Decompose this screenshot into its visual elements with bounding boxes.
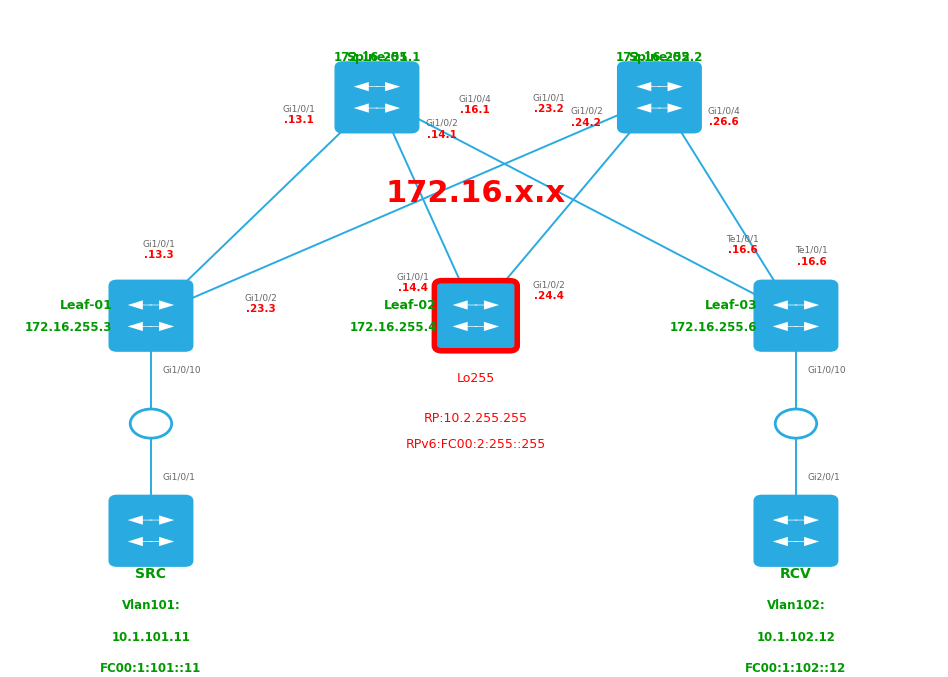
- FancyArrow shape: [128, 301, 153, 309]
- Text: .23.2: .23.2: [534, 104, 564, 114]
- Text: 172.16.255.4: 172.16.255.4: [350, 321, 437, 334]
- FancyArrow shape: [773, 322, 797, 331]
- Text: .26.6: .26.6: [709, 117, 739, 127]
- Text: 10.1.102.12: 10.1.102.12: [757, 631, 835, 644]
- Text: Gi1/0/1: Gi1/0/1: [162, 473, 195, 481]
- Text: Leaf-03: Leaf-03: [704, 299, 757, 311]
- FancyArrow shape: [658, 82, 683, 91]
- Text: Leaf-01: Leaf-01: [60, 299, 113, 311]
- Text: Leaf-02: Leaf-02: [384, 299, 437, 311]
- Text: .24.4: .24.4: [534, 291, 564, 301]
- FancyArrow shape: [128, 515, 153, 525]
- Text: 172.16.x.x: 172.16.x.x: [386, 179, 566, 208]
- Text: FC00:1:102::12: FC00:1:102::12: [745, 663, 847, 676]
- Text: Gi1/0/4: Gi1/0/4: [708, 106, 740, 115]
- Text: Spine-02: Spine-02: [629, 51, 690, 64]
- Text: Gi1/0/1: Gi1/0/1: [142, 240, 175, 248]
- FancyArrow shape: [475, 322, 499, 331]
- FancyArrow shape: [150, 301, 174, 309]
- Text: Gi1/0/4: Gi1/0/4: [458, 94, 491, 104]
- Circle shape: [775, 409, 816, 438]
- FancyArrow shape: [773, 515, 797, 525]
- FancyArrow shape: [658, 104, 683, 112]
- FancyBboxPatch shape: [618, 62, 701, 133]
- FancyArrow shape: [794, 322, 819, 331]
- Text: Vlan102:: Vlan102:: [767, 599, 826, 612]
- Text: .16.6: .16.6: [796, 257, 827, 267]
- Text: Spine-01: Spine-01: [346, 51, 408, 64]
- FancyArrow shape: [794, 537, 819, 546]
- Circle shape: [130, 409, 172, 438]
- Text: Te1/0/1: Te1/0/1: [726, 234, 759, 243]
- Text: 10.1.101.11: 10.1.101.11: [112, 631, 191, 644]
- FancyArrow shape: [452, 301, 477, 309]
- Text: .14.1: .14.1: [427, 129, 457, 139]
- Text: Te1/0/1: Te1/0/1: [795, 246, 828, 255]
- Text: .16.6: .16.6: [728, 245, 757, 255]
- Text: 172.16.255.3: 172.16.255.3: [25, 321, 113, 334]
- Text: Gi1/0/10: Gi1/0/10: [162, 365, 201, 374]
- FancyArrow shape: [354, 82, 378, 91]
- Text: Vlan101:: Vlan101:: [121, 599, 180, 612]
- Text: .13.1: .13.1: [283, 115, 314, 125]
- Text: .13.3: .13.3: [144, 250, 173, 261]
- FancyBboxPatch shape: [755, 281, 837, 351]
- Text: Gi2/0/1: Gi2/0/1: [808, 473, 840, 481]
- FancyArrow shape: [128, 537, 153, 546]
- Text: Gi1/0/2: Gi1/0/2: [245, 294, 278, 303]
- Text: .16.1: .16.1: [460, 105, 489, 115]
- Text: Gi1/0/1: Gi1/0/1: [283, 104, 315, 113]
- Text: RCV: RCV: [780, 567, 811, 581]
- Text: RPv6:FC00:2:255::255: RPv6:FC00:2:255::255: [406, 438, 546, 452]
- FancyArrow shape: [636, 82, 661, 91]
- FancyArrow shape: [794, 301, 819, 309]
- FancyArrow shape: [636, 104, 661, 112]
- Text: Gi1/0/10: Gi1/0/10: [808, 365, 846, 374]
- Text: SRC: SRC: [136, 567, 167, 581]
- Text: 172.16.255.1: 172.16.255.1: [334, 37, 421, 64]
- FancyBboxPatch shape: [110, 281, 192, 351]
- Text: Gi1/0/1: Gi1/0/1: [396, 272, 429, 282]
- FancyBboxPatch shape: [336, 62, 418, 133]
- FancyBboxPatch shape: [434, 281, 518, 351]
- FancyArrow shape: [150, 515, 174, 525]
- FancyArrow shape: [128, 322, 153, 331]
- Text: Gi1/0/1: Gi1/0/1: [533, 93, 566, 102]
- FancyArrow shape: [375, 104, 400, 112]
- Text: FC00:1:101::11: FC00:1:101::11: [100, 663, 202, 676]
- FancyArrow shape: [354, 104, 378, 112]
- FancyArrow shape: [773, 537, 797, 546]
- Text: 172.16.255.2: 172.16.255.2: [616, 37, 703, 64]
- FancyArrow shape: [773, 301, 797, 309]
- FancyBboxPatch shape: [755, 496, 837, 566]
- Text: Gi1/0/2: Gi1/0/2: [533, 280, 565, 289]
- Text: Gi1/0/2: Gi1/0/2: [570, 107, 603, 116]
- Text: .24.2: .24.2: [572, 118, 601, 127]
- FancyArrow shape: [475, 301, 499, 309]
- FancyBboxPatch shape: [110, 496, 192, 566]
- Text: .14.4: .14.4: [398, 283, 428, 293]
- Text: .23.3: .23.3: [246, 305, 276, 314]
- FancyArrow shape: [794, 515, 819, 525]
- Text: Gi1/0/2: Gi1/0/2: [426, 119, 458, 128]
- FancyArrow shape: [375, 82, 400, 91]
- Text: Lo255: Lo255: [457, 372, 495, 385]
- Text: RP:10.2.255.255: RP:10.2.255.255: [424, 412, 528, 424]
- FancyArrow shape: [150, 537, 174, 546]
- FancyArrow shape: [452, 322, 477, 331]
- Text: 172.16.255.6: 172.16.255.6: [670, 321, 757, 334]
- FancyArrow shape: [150, 322, 174, 331]
